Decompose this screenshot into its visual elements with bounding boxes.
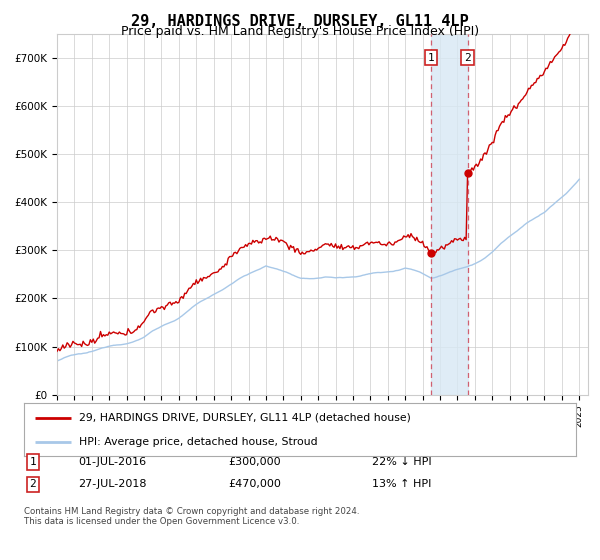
Text: 2: 2 [29, 479, 37, 489]
Text: 01-JUL-2016: 01-JUL-2016 [78, 457, 146, 467]
Text: 1: 1 [428, 53, 434, 63]
Text: 2: 2 [464, 53, 471, 63]
Text: 29, HARDINGS DRIVE, DURSLEY, GL11 4LP: 29, HARDINGS DRIVE, DURSLEY, GL11 4LP [131, 14, 469, 29]
Bar [431, 34, 467, 395]
Text: Price paid vs. HM Land Registry's House Price Index (HPI): Price paid vs. HM Land Registry's House … [121, 25, 479, 38]
Text: Contains HM Land Registry data © Crown copyright and database right 2024.
This d: Contains HM Land Registry data © Crown c… [24, 507, 359, 526]
Text: £470,000: £470,000 [228, 479, 281, 489]
Text: 1: 1 [29, 457, 37, 467]
Text: 13% ↑ HPI: 13% ↑ HPI [372, 479, 431, 489]
Text: 27-JUL-2018: 27-JUL-2018 [78, 479, 146, 489]
Text: £300,000: £300,000 [228, 457, 281, 467]
Text: 22% ↓ HPI: 22% ↓ HPI [372, 457, 431, 467]
Text: 29, HARDINGS DRIVE, DURSLEY, GL11 4LP (detached house): 29, HARDINGS DRIVE, DURSLEY, GL11 4LP (d… [79, 413, 411, 423]
Text: HPI: Average price, detached house, Stroud: HPI: Average price, detached house, Stro… [79, 437, 318, 447]
